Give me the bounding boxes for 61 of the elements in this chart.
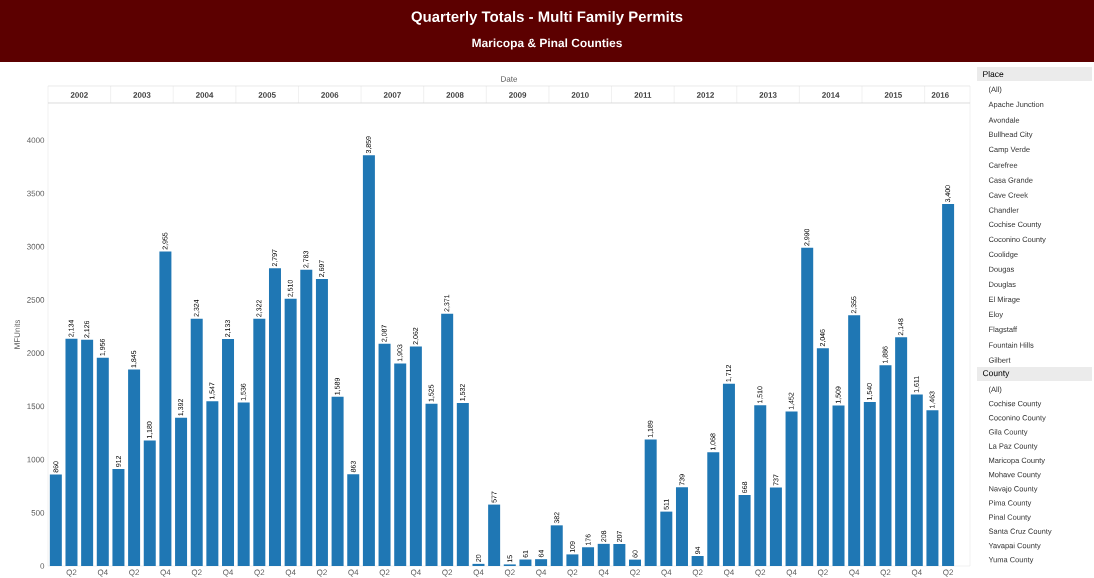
bar: [660, 511, 673, 566]
bar: [143, 440, 156, 566]
bar: [362, 155, 375, 566]
bar: [691, 556, 704, 566]
bar: [206, 401, 219, 566]
bar: [879, 365, 892, 566]
bar: [550, 525, 563, 566]
chart-subtitle: Maricopa & Pinal Counties: [472, 38, 622, 50]
bar: [425, 403, 438, 566]
bar: [96, 357, 109, 566]
bar: [519, 559, 532, 566]
bar: [300, 269, 313, 566]
bar: [237, 402, 250, 566]
bar: [926, 410, 939, 566]
bar: [331, 396, 344, 566]
bar: [472, 563, 485, 566]
bar: [754, 405, 767, 566]
bar: [347, 474, 360, 566]
chart-title: Quarterly Totals - Multi Family Permits: [411, 11, 683, 25]
bar: [190, 318, 203, 566]
bar: [801, 247, 814, 566]
bar: [675, 487, 688, 566]
bar: [582, 547, 595, 566]
bar: [65, 338, 78, 566]
bar: [112, 468, 125, 566]
bar: [456, 402, 469, 566]
bar: [644, 439, 657, 566]
bar: [49, 474, 62, 566]
bar: [159, 251, 172, 566]
bar: [597, 543, 610, 566]
bar: [222, 338, 235, 566]
bar: [785, 411, 798, 566]
bar: [848, 315, 861, 566]
bar: [441, 313, 454, 566]
bar: [378, 343, 391, 566]
bar: [816, 348, 829, 566]
bar: [128, 369, 141, 566]
bar: [175, 417, 188, 566]
bar: [253, 318, 266, 566]
bar: [863, 402, 876, 566]
bar: [284, 298, 297, 566]
bar: [832, 405, 845, 566]
bar: [942, 204, 955, 566]
bar: [394, 363, 407, 566]
bar: [268, 268, 281, 566]
bar: [315, 278, 328, 566]
bar: [81, 339, 94, 566]
text: Place: [983, 70, 1004, 78]
bar: [895, 337, 908, 566]
bar: [722, 383, 735, 566]
bar: [769, 487, 782, 566]
bar: [629, 559, 642, 566]
bar: [738, 494, 751, 566]
bar: [707, 452, 720, 566]
text: County: [982, 370, 1010, 378]
bar: [613, 543, 626, 566]
bar: [535, 559, 548, 566]
bar: [910, 394, 923, 566]
bar: [566, 554, 579, 566]
bar: [409, 346, 422, 566]
bar: [488, 504, 501, 566]
